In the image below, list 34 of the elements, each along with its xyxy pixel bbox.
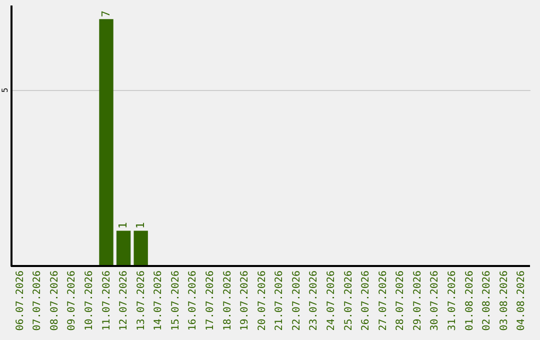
x-tick-label: 31.07.2026	[447, 270, 458, 331]
x-tick-label: 12.07.2026	[118, 270, 130, 331]
data-label: 7	[99, 10, 112, 18]
x-tick-label: 29.07.2026	[412, 270, 424, 331]
x-tick-label: 09.07.2026	[66, 270, 78, 331]
x-tick-label: 26.07.2026	[360, 270, 372, 331]
data-label: 1	[116, 222, 130, 229]
x-tick-label: 22.07.2026	[291, 270, 302, 331]
x-tick-label: 19.07.2026	[240, 270, 251, 331]
x-tick-label: 27.07.2026	[378, 270, 389, 331]
x-tick-label: 08.07.2026	[49, 270, 60, 331]
x-tick-label: 04.08.2026	[516, 270, 528, 331]
x-tick-label: 10.07.2026	[84, 270, 95, 331]
x-tick-label: 30.07.2026	[430, 270, 441, 331]
x-tick-label: 17.07.2026	[204, 270, 216, 331]
x-tick-label: 28.07.2026	[395, 270, 406, 331]
x-tick-label: 11.07.2026	[101, 270, 112, 331]
x-tick-label: 24.07.2026	[326, 270, 338, 331]
x-tick-label: 18.07.2026	[222, 270, 234, 331]
x-tick-label: 01.08.2026	[464, 270, 476, 331]
x-tick-label: 25.07.2026	[343, 270, 354, 331]
x-tick-label: 20.07.2026	[256, 270, 268, 331]
x-tick-label: 14.07.2026	[153, 270, 164, 331]
data-label: 1	[134, 222, 147, 229]
x-tick-label: 21.07.2026	[274, 270, 286, 331]
x-tick-label: 03.08.2026	[498, 270, 510, 331]
x-tick-label: 06.07.2026	[14, 270, 26, 331]
x-tick-label: 23.07.2026	[308, 270, 320, 331]
x-tick-label: 13.07.2026	[136, 270, 147, 331]
x-tick-label: 16.07.2026	[188, 270, 199, 331]
x-tick-label: 15.07.2026	[170, 270, 182, 331]
x-tick-label: 02.08.2026	[482, 270, 493, 331]
y-tick-label: 5	[0, 88, 10, 93]
x-tick-label: 07.07.2026	[32, 270, 44, 331]
